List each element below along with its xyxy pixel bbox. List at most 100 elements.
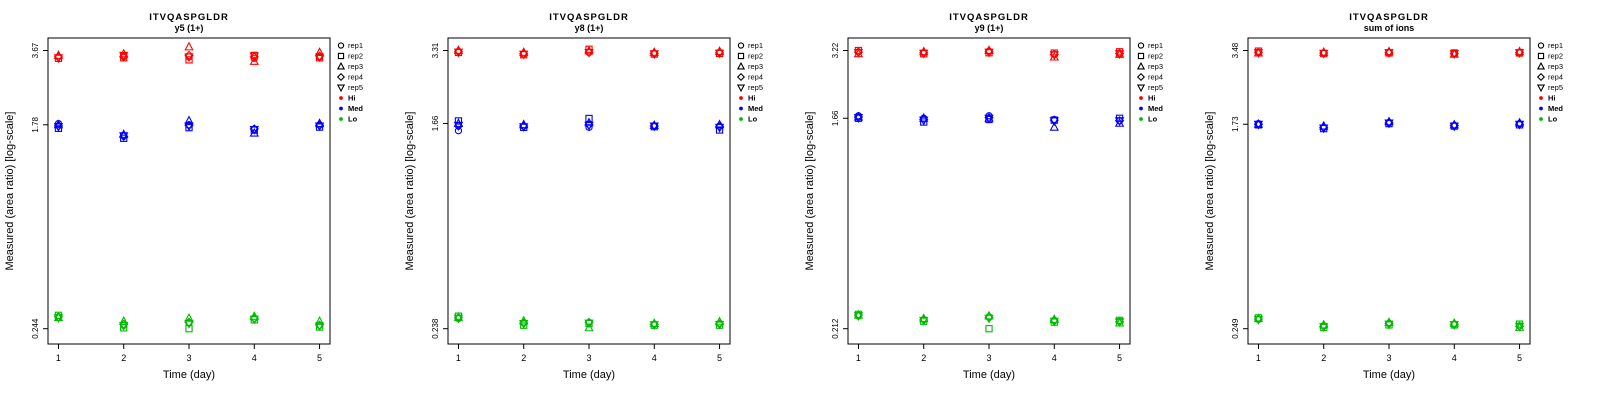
legend-group-label: Lo	[748, 115, 758, 124]
hi-rep5-point	[314, 53, 325, 63]
y-axis-label: Measured (area ratio) [log-scale]	[4, 112, 16, 271]
lo-rep5-point	[184, 319, 194, 329]
hi-rep5-point	[714, 49, 725, 59]
hi-rep5-point	[184, 53, 194, 63]
legend-group-label: Lo	[1148, 115, 1158, 124]
legend-rep-label: rep2	[1148, 52, 1163, 61]
lo-rep5-point	[1049, 317, 1059, 327]
y-tick-label: 0.238	[431, 318, 440, 339]
legend-rep-label: rep5	[1148, 83, 1163, 92]
legend-rep-label: rep2	[1548, 52, 1563, 61]
hi-rep5-point	[919, 49, 929, 59]
med-rep5-point	[249, 126, 259, 135]
legend-triangle-up-icon	[336, 61, 346, 70]
lo-rep5-point	[1449, 321, 1459, 330]
x-axis-label: Time (day)	[1363, 369, 1415, 381]
legend-group-label: Hi	[1548, 94, 1556, 103]
chart-title: ITVQASPGLDR	[949, 12, 1029, 23]
lo-rep3-point	[853, 309, 864, 319]
chart-title: ITVQASPGLDR	[549, 12, 629, 23]
legend-med-dot-icon	[739, 106, 743, 111]
legend-med-dot-icon	[1539, 106, 1543, 111]
legend-rep-label: rep1	[348, 41, 363, 50]
x-tick-label: 5	[1117, 353, 1122, 363]
legend-group-label: Lo	[348, 115, 358, 124]
y-tick-label: 3.22	[831, 42, 840, 58]
legend-diamond-icon	[336, 72, 346, 82]
hi-rep5-point	[1114, 50, 1125, 60]
chart-title: ITVQASPGLDR	[1349, 12, 1429, 23]
legend-lo-dot-icon	[1139, 117, 1143, 121]
lo-rep5-point	[853, 312, 864, 321]
x-tick-label: 2	[121, 353, 126, 363]
lo-rep5-point	[1114, 318, 1125, 328]
lo-rep5-point	[519, 320, 529, 329]
lo-rep3-point	[314, 316, 325, 325]
x-tick-label: 2	[921, 353, 926, 363]
med-rep5-point	[453, 121, 464, 131]
hi-rep5-point	[649, 50, 659, 60]
legend-med-dot-icon	[1139, 106, 1143, 111]
x-tick-label: 2	[521, 353, 526, 363]
lo-rep5-point	[1514, 322, 1525, 332]
lo-rep5-point	[119, 321, 129, 331]
lo-rep2-point	[985, 325, 993, 333]
legend-rep-label: rep1	[748, 41, 763, 50]
legend-triangle-down-icon	[736, 84, 746, 93]
lo-rep3-point	[1253, 313, 1264, 323]
y-tick-label: 1.78	[31, 116, 40, 132]
y-tick-label: 0.249	[1231, 318, 1240, 339]
hi-rep5-point	[119, 51, 129, 61]
y-axis-label: Measured (area ratio) [log-scale]	[404, 112, 416, 271]
legend-triangle-up-icon	[1136, 61, 1146, 70]
x-tick-label: 4	[1052, 353, 1057, 363]
x-tick-label: 4	[1452, 353, 1457, 363]
legend-rep-label: rep4	[1148, 73, 1163, 82]
lo-rep5-point	[1384, 320, 1394, 330]
chart-panel-y9: ITVQASPGLDR y9 (1+) 0.212 1.66 3.22 1 2 3 4 5 Time…	[800, 0, 1200, 400]
y-tick-label: 1.73	[1231, 116, 1240, 132]
legend-rep-label: rep4	[1548, 73, 1563, 82]
legend-rep-label: rep3	[1548, 62, 1563, 71]
med-rep5-point	[314, 122, 325, 132]
legend-hi-dot-icon	[1139, 96, 1143, 100]
x-tick-label: 5	[317, 353, 322, 363]
lo-rep3-point	[453, 311, 464, 321]
legend-group-label: Med	[1548, 104, 1563, 113]
y-tick-label: 3.67	[31, 42, 40, 58]
hi-rep5-point	[1319, 49, 1329, 59]
legend-triangle-down-icon	[336, 84, 346, 93]
y-tick-label: 1.66	[431, 115, 440, 131]
chart-subtitle: y8 (1+)	[575, 23, 604, 33]
lo-rep3-point	[584, 322, 594, 332]
chart-title: ITVQASPGLDR	[149, 12, 229, 23]
x-tick-label: 4	[252, 353, 257, 363]
lo-rep5-point	[714, 320, 725, 330]
hi-rep5-point	[1253, 49, 1264, 59]
legend-group-label: Med	[348, 104, 363, 113]
legend-hi-dot-icon	[339, 96, 343, 100]
x-tick-label: 4	[652, 353, 657, 363]
chart-subtitle: y9 (1+)	[975, 23, 1004, 33]
plot-border	[47, 37, 331, 345]
hi-rep5-point	[984, 48, 994, 58]
legend-rep-label: rep3	[1148, 62, 1163, 71]
legend-lo-dot-icon	[339, 117, 343, 121]
legend-triangle-up-icon	[736, 61, 746, 70]
med-rep5-point	[53, 123, 64, 132]
legend-med-dot-icon	[339, 106, 343, 111]
y-tick-label: 0.212	[831, 318, 840, 339]
x-tick-label: 3	[586, 353, 591, 363]
x-tick-label: 5	[717, 353, 722, 363]
hi-rep5-point	[1384, 49, 1394, 59]
legend-square-icon	[337, 52, 345, 60]
legend-rep-label: rep1	[1548, 41, 1563, 50]
legend-group-label: Med	[1148, 104, 1163, 113]
med-rep1-point	[454, 127, 463, 135]
lo-rep5-point	[1319, 323, 1329, 332]
legend-circle-icon	[737, 42, 745, 49]
chart-subtitle: sum of ions	[1364, 23, 1415, 33]
legend-triangle-down-icon	[1136, 84, 1146, 93]
